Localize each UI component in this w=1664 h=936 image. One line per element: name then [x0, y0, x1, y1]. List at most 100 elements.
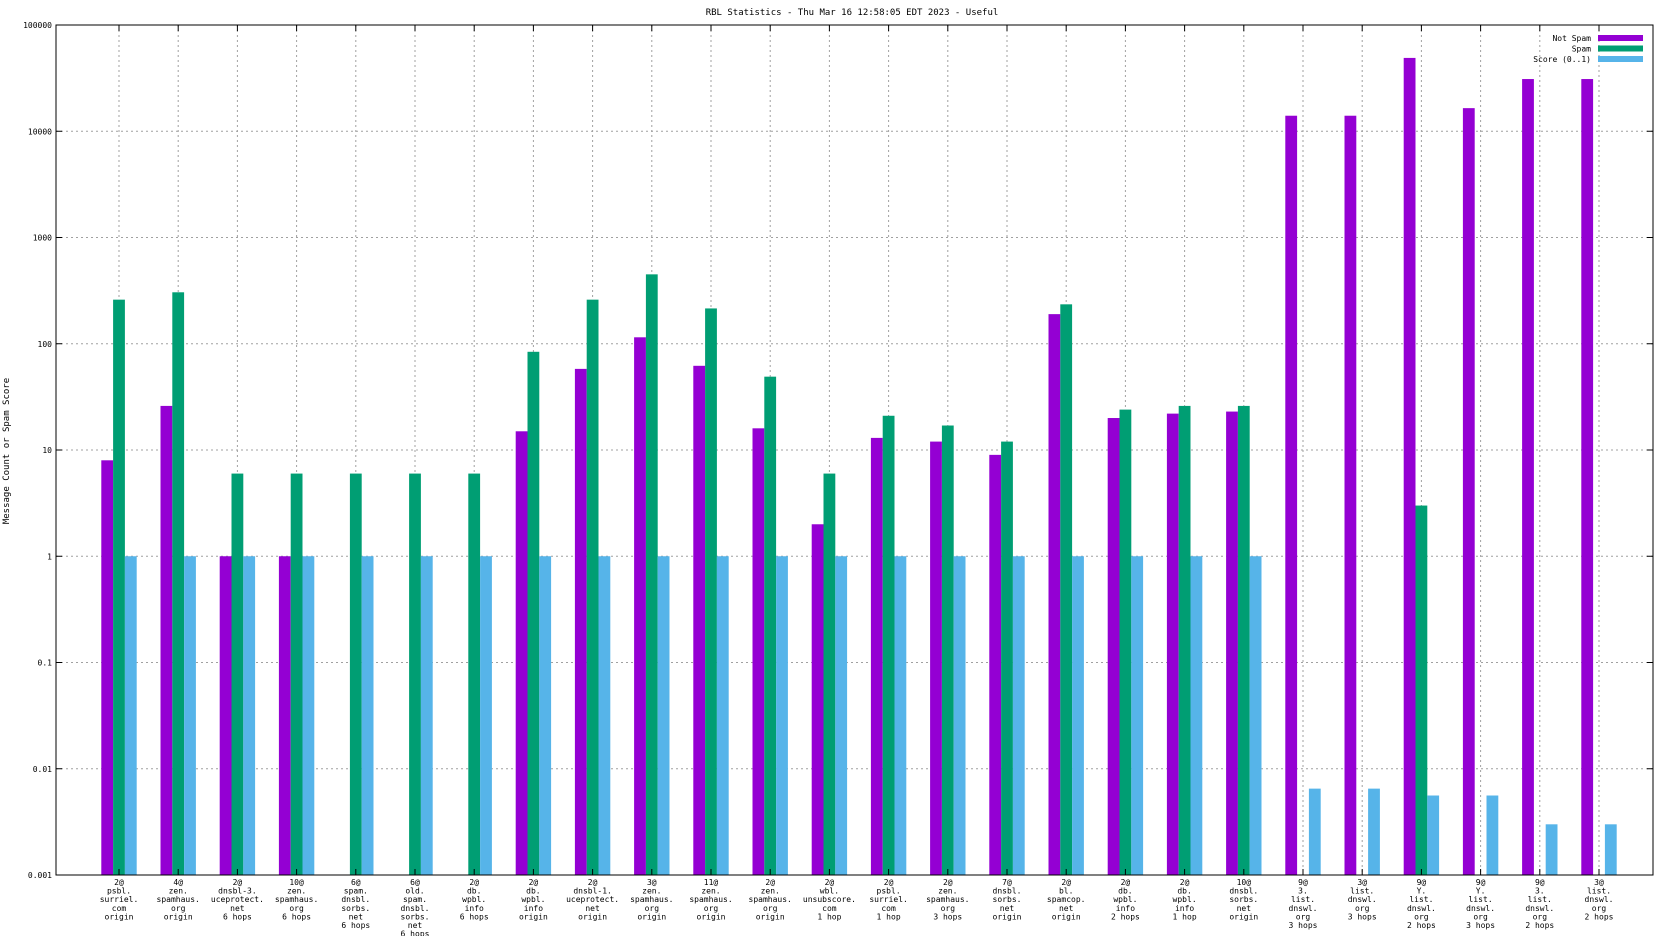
bar-spam — [290, 473, 303, 875]
category-label-line: origin — [637, 912, 666, 921]
category-label: 2@ wbl. unsubscore. com 1 hop — [803, 878, 856, 921]
category-label: 9@ Y. list. dnswl. org 2 hops — [1407, 878, 1436, 930]
category-label-line: dnsbl-1. — [573, 887, 612, 896]
bar-score-0-1 — [1368, 788, 1380, 875]
category-label-line: zen. — [287, 887, 306, 896]
bar-score-0-1 — [243, 556, 256, 875]
category-label-line: origin — [697, 912, 726, 921]
category-label-line: list. — [1291, 895, 1315, 904]
category-label-line: origin — [578, 912, 607, 921]
legend-swatch — [1598, 56, 1643, 62]
category-label-line: info — [1116, 904, 1135, 913]
bar-spam — [1119, 409, 1132, 875]
bar-score-0-1 — [1545, 824, 1558, 875]
category-label: 10@ zen. spamhaus. org 6 hops — [275, 878, 318, 921]
bar-not-spam — [219, 556, 232, 875]
category-label-line: bl. — [1059, 887, 1073, 896]
bar-not-spam — [1403, 57, 1416, 875]
category-label-line: 6@ — [410, 878, 420, 887]
bar-score-0-1 — [1072, 556, 1084, 875]
category-label: 6@ spam. dnsbl. sorbs. net 6 hops — [341, 878, 370, 930]
bar-not-spam — [1048, 314, 1061, 875]
bar-score-0-1 — [716, 556, 729, 875]
category-label-line: wpbl. — [1173, 895, 1197, 904]
category-label-line: db. — [467, 887, 481, 896]
bar-not-spam — [811, 524, 824, 875]
category-label: 2@ db. wpbl. info 1 hop — [1173, 878, 1197, 921]
category-label: 6@ old. spam. dnsbl. sorbs. net 6 hops — [401, 878, 430, 936]
category-label-line: 1 hop — [1173, 912, 1197, 921]
category-label-line: dnsbl. — [1229, 887, 1258, 896]
category-label-line: net — [585, 904, 600, 913]
category-label-line: zen. — [938, 887, 957, 896]
category-label-line: sorbs. — [1229, 895, 1258, 904]
category-label-line: origin — [164, 912, 193, 921]
y-tick-label: 100000 — [23, 21, 52, 30]
category-label-line: org — [645, 904, 660, 913]
category-label-line: db. — [1118, 887, 1132, 896]
category-label-line: org — [289, 904, 304, 913]
category-label-line: 3 hops — [1466, 921, 1495, 930]
bar-spam — [882, 415, 895, 875]
y-tick-label: 0.1 — [38, 659, 53, 668]
category-label: 2@ psbl. surriel. com 1 hop — [869, 878, 908, 921]
category-label-line: list. — [1528, 895, 1552, 904]
bar-not-spam — [1462, 108, 1475, 875]
category-label-line: 9@ — [1417, 878, 1427, 887]
category-label: 3@ list. dnswl. org 2 hops — [1585, 878, 1614, 921]
category-label-line: com — [822, 904, 837, 913]
category-label: 2@ db. wpbl. info 6 hops — [460, 878, 489, 921]
category-label-line: net — [349, 912, 364, 921]
category-label: 2@ zen. spamhaus. org origin — [749, 878, 792, 921]
category-label: 2@ zen. spamhaus. org 3 hops — [926, 878, 969, 921]
chart-title: RBL Statistics - Thu Mar 16 12:58:05 EDT… — [706, 8, 999, 18]
category-label-line: 6 hops — [282, 912, 311, 921]
category-label-line: 3. — [1535, 887, 1545, 896]
category-label-line: 2@ — [233, 878, 243, 887]
category-label-line: 1 hop — [877, 912, 901, 921]
category-label-line: dnswl. — [1289, 904, 1318, 913]
category-label-line: 2@ — [1180, 878, 1190, 887]
bar-spam — [705, 308, 717, 875]
bar-not-spam — [1107, 418, 1120, 875]
category-label-line: dnswl. — [1407, 904, 1436, 913]
y-tick-label: 1 — [47, 552, 52, 561]
bar-spam — [764, 376, 777, 875]
bar-score-0-1 — [953, 556, 966, 875]
category-label-line: 2@ — [943, 878, 953, 887]
category-label-line: db. — [1177, 887, 1191, 896]
bars — [101, 57, 1617, 876]
category-label-line: wpbl. — [1113, 895, 1137, 904]
category-label-line: origin — [519, 912, 548, 921]
category-label: 9@ 3. list. dnswl. org 3 hops — [1289, 878, 1318, 930]
bar-score-0-1 — [1190, 556, 1203, 875]
bar-spam — [113, 299, 125, 876]
bar-not-spam — [930, 441, 942, 875]
category-label-line: zen. — [642, 887, 661, 896]
category-label-line: origin — [1052, 912, 1081, 921]
bar-not-spam — [101, 460, 114, 875]
bar-not-spam — [870, 437, 883, 875]
category-label-line: 10@ — [1237, 878, 1252, 887]
category-label-line: org — [763, 904, 778, 913]
category-label-line: Y. — [1417, 887, 1427, 896]
legend-label: Spam — [1572, 45, 1591, 54]
category-label-line: 11@ — [704, 878, 719, 887]
category-label-line: 7@ — [1002, 878, 1012, 887]
bar-spam — [1178, 405, 1191, 875]
category-label-line: 2@ — [1061, 878, 1071, 887]
bar-not-spam — [634, 337, 646, 875]
category-label-line: 6 hops — [223, 912, 252, 921]
bar-spam — [231, 473, 244, 875]
category-label-line: origin — [1229, 912, 1258, 921]
y-tick-label: 1000 — [33, 234, 52, 243]
category-label: 2@ psbl. surriel. com origin — [100, 878, 139, 921]
category-label: 2@ bl. spamcop. net origin — [1047, 878, 1086, 921]
bar-score-0-1 — [1308, 788, 1321, 875]
category-label-line: net — [408, 921, 423, 930]
bar-score-0-1 — [835, 556, 848, 875]
bar-not-spam — [1166, 413, 1179, 875]
category-label-line: 3. — [1298, 887, 1308, 896]
